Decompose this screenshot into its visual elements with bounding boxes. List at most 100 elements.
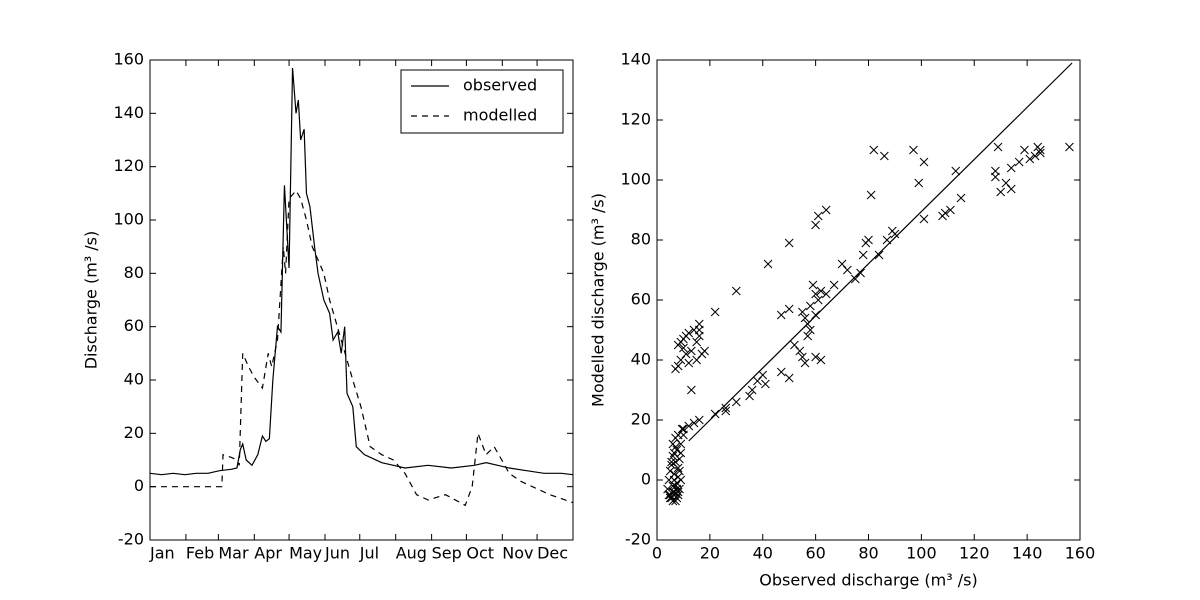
scatter-point — [805, 325, 815, 335]
scatter-point — [710, 409, 720, 419]
y-tick-label: 60 — [631, 290, 651, 309]
scatter-point — [1006, 184, 1016, 194]
scatter-point — [700, 346, 709, 356]
scatter-point — [882, 235, 892, 245]
scatter-point — [761, 379, 770, 389]
scatter-point — [1020, 145, 1029, 155]
scatter-point — [784, 304, 794, 314]
scatter-point — [919, 157, 929, 167]
x-tick-label: 100 — [906, 544, 937, 563]
y-tick-label: 20 — [631, 410, 651, 429]
legend-label: modelled — [463, 106, 537, 125]
scatter-point — [747, 385, 757, 395]
scatter-point — [671, 442, 680, 452]
scatter-point — [946, 205, 955, 215]
x-tick-label: Jan — [149, 544, 175, 563]
y-axis-label: Modelled discharge (m³ /s) — [589, 193, 608, 407]
x-tick-label: Sep — [432, 544, 462, 563]
scatter-point — [687, 385, 696, 395]
scatter-point — [710, 307, 720, 317]
y-tick-label: 140 — [113, 103, 144, 122]
y-tick-label: 40 — [124, 370, 144, 389]
x-tick-label: 80 — [858, 544, 878, 563]
scatter-point — [684, 328, 694, 338]
scatter-point — [956, 193, 966, 203]
x-tick-label: Aug — [396, 544, 427, 563]
scatter-point — [940, 208, 950, 218]
x-tick-label: 0 — [652, 544, 662, 563]
scatter-point — [784, 238, 794, 248]
scatter-point — [675, 484, 684, 494]
scatter-point — [684, 421, 694, 431]
scatter-point — [805, 301, 815, 311]
scatter-point — [829, 280, 839, 290]
data-line — [149, 67, 574, 476]
scatter-point — [684, 358, 694, 368]
y-axis-label: Discharge (m³ /s) — [82, 231, 101, 370]
x-tick-label: 140 — [1012, 544, 1043, 563]
scatter-point — [694, 331, 704, 341]
scatter-point — [745, 391, 754, 401]
scatter-point — [673, 487, 683, 497]
scatter-point — [731, 286, 741, 296]
x-tick-label: Feb — [186, 544, 214, 563]
scatter-point — [681, 349, 691, 359]
scatter-point — [866, 190, 876, 200]
x-tick-label: 160 — [1065, 544, 1096, 563]
scatter-point — [668, 496, 678, 506]
scatter-point — [880, 151, 889, 161]
scatter-point — [816, 355, 826, 365]
scatter-point — [816, 286, 826, 296]
scatter-point — [874, 250, 884, 260]
scatter-point — [675, 466, 684, 476]
y-tick-label: -20 — [118, 530, 144, 549]
scatter-point — [687, 346, 696, 356]
y-tick-label: 60 — [124, 316, 144, 335]
scatter-point — [800, 358, 810, 368]
scatter-point — [689, 418, 699, 428]
scatter-point — [795, 346, 805, 356]
x-tick-label: Oct — [466, 544, 494, 563]
scatter-point — [811, 352, 820, 362]
y-tick-label: 100 — [620, 170, 651, 189]
y-tick-label: 20 — [124, 423, 144, 442]
scatter-point — [790, 340, 799, 350]
scatter-point — [858, 250, 868, 260]
scatter-point — [667, 460, 676, 470]
scatter-point — [731, 397, 741, 407]
y-tick-label: 100 — [113, 210, 144, 229]
scatter-point — [991, 166, 1000, 176]
scatter-point — [665, 466, 675, 476]
scatter-point — [1025, 154, 1035, 164]
legend-label: observed — [463, 76, 537, 95]
scatter-point — [676, 439, 686, 449]
y-tick-label: 40 — [631, 350, 651, 369]
scatter-point — [798, 307, 807, 317]
scatter-point — [909, 145, 918, 155]
y-tick-label: 0 — [134, 476, 144, 495]
y-tick-label: 80 — [124, 263, 144, 282]
scatter-point — [993, 142, 1003, 152]
x-tick-label: 20 — [700, 544, 720, 563]
scatter-point — [1006, 163, 1016, 173]
scatter-point — [667, 457, 676, 467]
scatter-point — [1035, 145, 1045, 155]
scatter-point — [1035, 148, 1045, 158]
scatter-point — [919, 214, 929, 224]
scatter-point — [721, 406, 731, 416]
scatter-point — [821, 205, 831, 215]
x-tick-label: 40 — [753, 544, 773, 563]
scatter-point — [679, 424, 688, 434]
scatter-point — [753, 376, 762, 386]
y-tick-label: 0 — [641, 470, 651, 489]
x-tick-label: Dec — [537, 544, 568, 563]
x-tick-label: Nov — [502, 544, 533, 563]
scatter-point — [798, 352, 807, 362]
scatter-point — [669, 448, 679, 458]
x-tick-label: Jun — [324, 544, 350, 563]
scatter-point — [776, 310, 786, 320]
x-axis-label: Observed discharge (m³ /s) — [759, 571, 977, 590]
scatter-point — [694, 415, 704, 425]
scatter-point — [672, 484, 682, 494]
